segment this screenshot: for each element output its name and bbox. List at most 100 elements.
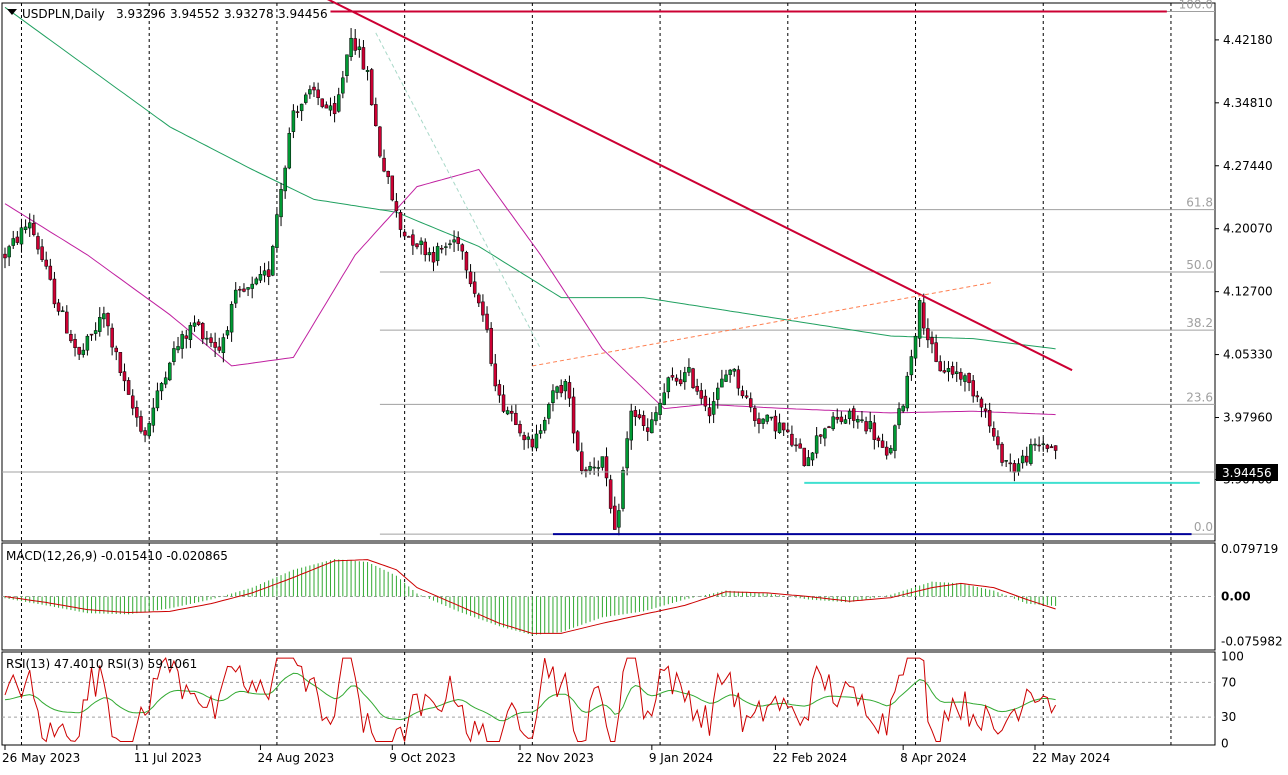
- candle-body: [147, 423, 151, 437]
- candle-body: [419, 240, 423, 245]
- candle-body: [983, 408, 988, 412]
- candle-body: [930, 337, 934, 345]
- candle-body: [85, 335, 90, 351]
- candles: [3, 28, 1058, 536]
- candle-body: [584, 469, 588, 472]
- candle-body: [19, 227, 24, 245]
- candle-body: [439, 247, 444, 250]
- candle-body: [332, 103, 337, 115]
- candle-body: [192, 322, 197, 327]
- candle-body: [526, 436, 530, 440]
- candle-body: [382, 157, 386, 172]
- candle-body: [250, 283, 254, 289]
- candle-body: [254, 278, 259, 285]
- candle-body: [369, 69, 374, 106]
- candle-body: [650, 419, 654, 434]
- candle-body: [608, 479, 613, 509]
- candle-body: [481, 301, 485, 316]
- macd-label: MACD(12,26,9) -0.015410 -0.020865: [6, 549, 228, 563]
- downtrend-line: [326, 0, 1073, 372]
- candle-body: [341, 77, 345, 94]
- candle-body: [814, 435, 819, 454]
- candle-body: [69, 333, 73, 342]
- dropdown-triangle-icon[interactable]: [7, 9, 17, 15]
- candle-body: [472, 281, 477, 294]
- candle-body: [1049, 446, 1054, 449]
- candle-body: [559, 385, 563, 394]
- candle-body: [196, 321, 201, 325]
- candle-body: [324, 104, 329, 109]
- price-tick-label: 4.20070: [1223, 222, 1273, 236]
- candle-body: [617, 510, 621, 528]
- candle-body: [683, 372, 687, 383]
- candle-body: [233, 289, 238, 304]
- candle-body: [926, 328, 930, 341]
- candle-body: [1053, 445, 1058, 451]
- candle-body: [629, 410, 633, 441]
- candle-body: [151, 407, 156, 426]
- candle-body: [810, 452, 815, 461]
- fib-level-label: 50.0: [1186, 258, 1213, 272]
- macd-tick-label: 0.079719: [1221, 542, 1278, 556]
- time-tick-label: 9 Oct 2023: [389, 751, 456, 765]
- candle-body: [365, 70, 370, 72]
- candle-body: [670, 375, 675, 378]
- candle-body: [328, 105, 333, 111]
- candle-body: [963, 375, 967, 382]
- candle-body: [102, 313, 106, 320]
- candle-body: [913, 335, 918, 359]
- candle-body: [291, 110, 296, 132]
- candle-body: [60, 310, 65, 313]
- candle-body: [213, 341, 217, 348]
- candle-body: [52, 278, 57, 305]
- candle-body: [868, 421, 872, 430]
- fib-level-label: 38.2: [1186, 316, 1213, 330]
- candle-body: [695, 385, 699, 392]
- candle-body: [510, 410, 514, 414]
- candle-body: [1004, 460, 1008, 462]
- moving-averages: [4, 6, 1056, 416]
- time-tick-label: 24 Aug 2023: [257, 751, 334, 765]
- candle-body: [1029, 444, 1033, 464]
- time-tick-label: 22 Nov 2023: [517, 751, 594, 765]
- candle-body: [1041, 443, 1045, 445]
- candle-body: [645, 427, 650, 432]
- candle-body: [905, 375, 910, 409]
- candle-body: [320, 98, 324, 107]
- candle-body: [143, 430, 147, 436]
- time-tick-label: 26 May 2023: [2, 751, 80, 765]
- candle-body: [205, 337, 209, 340]
- candle-body: [238, 288, 242, 291]
- candle-body: [1025, 455, 1029, 463]
- candle-body: [633, 410, 638, 417]
- candle-body: [781, 422, 786, 431]
- candle-body: [720, 378, 724, 388]
- ohlc-close: 3.94456: [278, 7, 328, 21]
- price-tick-label: 4.05330: [1223, 348, 1273, 362]
- candle-body: [493, 363, 498, 387]
- candle-body: [1045, 444, 1050, 449]
- candle-body: [390, 175, 395, 201]
- candle-body: [295, 111, 300, 113]
- rsi-panel[interactable]: [1, 651, 1216, 746]
- candle-body: [130, 395, 135, 409]
- candle-body: [518, 424, 522, 434]
- candle-body: [942, 370, 947, 373]
- candle-body: [979, 398, 984, 408]
- candle-body: [398, 212, 403, 230]
- ohlc-high: 3.94552: [170, 7, 220, 21]
- candle-body: [716, 387, 720, 400]
- candle-body: [806, 457, 811, 467]
- candle-body: [621, 470, 625, 509]
- price-tick-label: 3.97960: [1223, 411, 1273, 425]
- candle-body: [613, 505, 617, 530]
- candle-body: [790, 433, 794, 446]
- rsi-slow-line: [4, 672, 1056, 722]
- axes: 4.42180 4.34810 4.27440 4.20070 4.12700 4.053…: [2, 33, 1283, 765]
- candle-body: [1037, 444, 1041, 447]
- ohlc-low: 3.93278: [224, 7, 274, 21]
- candle-body: [312, 86, 316, 91]
- candle-body: [172, 348, 176, 362]
- candle-body: [155, 390, 160, 409]
- candle-body: [588, 466, 592, 471]
